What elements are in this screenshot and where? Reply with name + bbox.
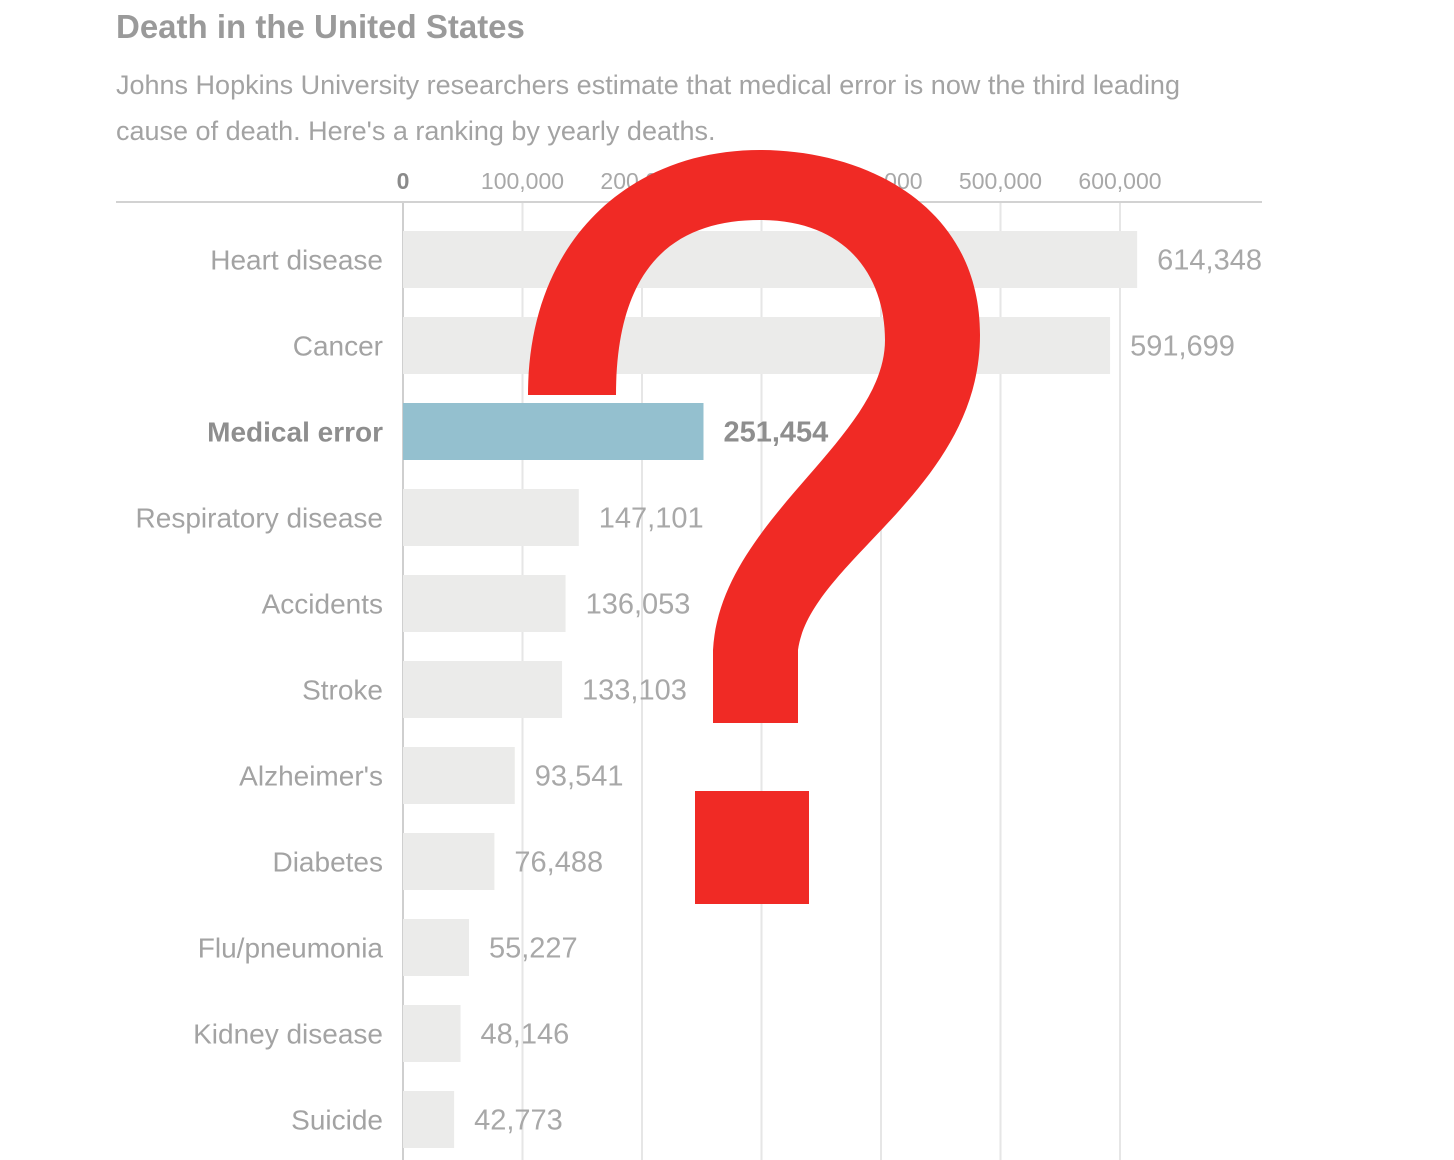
bar — [403, 661, 563, 718]
bar — [403, 1005, 461, 1062]
value-label: 133,103 — [582, 675, 687, 707]
value-label: 42,773 — [474, 1105, 563, 1137]
value-label: 251,454 — [723, 417, 828, 449]
category-label: Heart disease — [210, 245, 383, 276]
value-label: 76,488 — [514, 847, 603, 879]
x-tick-label: 500,000 — [959, 168, 1042, 194]
bar — [403, 575, 566, 632]
value-label: 48,146 — [481, 1019, 570, 1051]
question-mark-dot — [695, 791, 809, 904]
category-label: Kidney disease — [193, 1019, 383, 1050]
question-mark-hook — [528, 150, 980, 723]
category-label: Cancer — [293, 331, 383, 362]
category-label: Respiratory disease — [136, 503, 383, 534]
value-label: 136,053 — [586, 589, 691, 621]
bar — [403, 231, 1138, 288]
category-label: Alzheimer's — [239, 761, 383, 792]
bar — [403, 833, 495, 890]
x-tick-label: 0 — [397, 168, 410, 194]
bar — [403, 317, 1111, 374]
category-label: Stroke — [302, 675, 383, 706]
bar — [403, 489, 579, 546]
bar — [403, 747, 515, 804]
chart-subtitle: Johns Hopkins University researchers est… — [116, 70, 1180, 146]
category-label: Suicide — [291, 1105, 383, 1136]
value-label: 147,101 — [599, 503, 704, 535]
value-label: 93,541 — [535, 761, 624, 793]
bar-highlight — [403, 403, 704, 460]
category-label: Medical error — [207, 417, 383, 448]
question-mark-icon — [528, 150, 980, 904]
category-label: Flu/pneumonia — [198, 933, 384, 964]
chart-title: Death in the United States — [116, 8, 525, 45]
bar — [403, 1091, 455, 1148]
bar — [403, 919, 469, 976]
category-label: Diabetes — [272, 847, 383, 878]
value-label: 55,227 — [489, 933, 578, 965]
category-label: Accidents — [262, 589, 383, 620]
value-label: 591,699 — [1130, 331, 1235, 363]
x-tick-label: 600,000 — [1078, 168, 1161, 194]
x-tick-label: 100,000 — [481, 168, 564, 194]
value-label: 614,348 — [1157, 245, 1262, 277]
